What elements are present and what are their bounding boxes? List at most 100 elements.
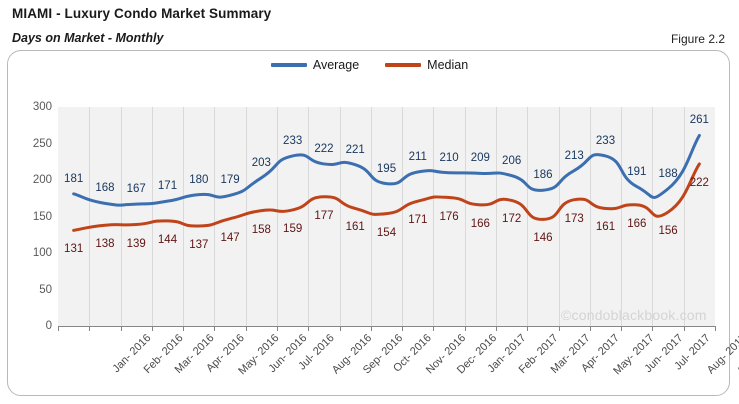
data-label-average: 209 xyxy=(470,152,490,165)
data-label-median: 146 xyxy=(533,232,553,245)
chart-legend: Average Median xyxy=(0,58,739,72)
data-label-median: 158 xyxy=(251,223,271,236)
x-tick xyxy=(214,326,216,331)
data-label-median: 171 xyxy=(408,214,428,227)
data-label-average: 213 xyxy=(564,149,584,162)
gridline xyxy=(558,107,560,326)
data-label-median: 161 xyxy=(595,221,616,234)
data-label-median: 138 xyxy=(95,238,115,251)
data-label-median: 154 xyxy=(376,226,397,239)
gridline xyxy=(621,107,623,326)
y-tick-label: 150 xyxy=(32,210,52,223)
y-tick-label: 50 xyxy=(39,283,52,296)
x-tick xyxy=(89,326,91,331)
data-label-median: 147 xyxy=(220,231,240,244)
data-label-average: 191 xyxy=(627,165,647,178)
x-axis-labels: Jan- 2016 Feb- 2016 Mar- 2016 Apr- 2016 May-… xyxy=(0,326,739,404)
data-label-average: 221 xyxy=(345,143,365,156)
data-label-average: 180 xyxy=(189,173,209,186)
gridline xyxy=(308,107,310,326)
data-label-median: 166 xyxy=(470,217,490,230)
data-label-average: 195 xyxy=(376,162,397,175)
gridline xyxy=(433,107,435,326)
gridline xyxy=(589,107,591,326)
x-tick xyxy=(683,326,685,331)
data-label-median: 173 xyxy=(564,212,584,225)
y-tick-label: 300 xyxy=(32,101,52,113)
data-label-median: 159 xyxy=(283,222,303,235)
y-tick-label: 250 xyxy=(32,137,52,150)
data-label-average: 181 xyxy=(64,172,84,185)
x-tick xyxy=(464,326,466,331)
data-label-average: 188 xyxy=(658,167,678,180)
x-tick xyxy=(496,326,497,331)
data-label-average: 203 xyxy=(251,156,271,169)
gridline xyxy=(683,107,685,326)
x-tick xyxy=(621,326,623,331)
data-label-median: 222 xyxy=(689,176,709,189)
data-label-average: 186 xyxy=(533,169,553,182)
gridline xyxy=(245,107,247,326)
data-label-average: 168 xyxy=(95,182,115,195)
data-label-median: 177 xyxy=(314,209,334,222)
series-line-median xyxy=(72,162,701,232)
data-label-median: 144 xyxy=(157,233,178,246)
data-label-average: 167 xyxy=(126,183,146,196)
data-label-median: 131 xyxy=(64,243,84,256)
data-label-average: 211 xyxy=(408,150,427,163)
legend-item-median[interactable]: Median xyxy=(385,58,468,72)
series-line-average xyxy=(72,133,701,207)
gridline xyxy=(214,107,216,326)
gridline xyxy=(496,107,497,326)
gridline xyxy=(339,107,341,326)
x-tick xyxy=(589,326,591,331)
x-tick xyxy=(277,326,278,331)
gridline xyxy=(120,107,122,326)
x-tick xyxy=(370,326,372,331)
x-tick xyxy=(715,326,716,331)
gridline xyxy=(527,107,529,326)
x-tick xyxy=(527,326,529,331)
x-tick xyxy=(120,326,122,331)
x-tick xyxy=(245,326,247,331)
data-label-median: 166 xyxy=(627,217,647,230)
data-label-average: 222 xyxy=(314,142,334,155)
x-tick xyxy=(433,326,435,331)
data-label-average: 206 xyxy=(502,154,522,167)
legend-item-average[interactable]: Average xyxy=(270,58,360,72)
gridline xyxy=(151,107,153,326)
x-tick xyxy=(183,326,185,331)
watermark: ©condoblackbook.com xyxy=(561,307,707,323)
series-lines xyxy=(72,133,701,232)
x-axis-line xyxy=(58,326,716,327)
data-label-average: 179 xyxy=(220,174,240,187)
data-label-median: 156 xyxy=(658,225,678,238)
y-tick-label: 0 xyxy=(45,320,52,332)
figure-number: Figure 2.2 xyxy=(670,32,725,46)
gridline xyxy=(183,107,185,326)
plot-area xyxy=(58,107,715,326)
data-label-average: 171 xyxy=(157,180,178,193)
gridline xyxy=(464,107,466,326)
legend-label: Average xyxy=(312,58,360,72)
x-tick xyxy=(402,326,404,331)
x-tick xyxy=(151,326,153,331)
gridline xyxy=(89,107,91,326)
data-label-median: 176 xyxy=(439,210,459,223)
x-tick xyxy=(558,326,560,331)
gridline xyxy=(402,107,404,326)
page-title: MIAMI - Luxury Condo Market Summary xyxy=(12,6,272,21)
y-tick-label: 100 xyxy=(32,247,52,259)
data-label-average: 210 xyxy=(439,151,459,164)
chart-subtitle: Days on Market - Monthly xyxy=(12,31,164,45)
gridline xyxy=(277,107,278,326)
legend-swatch-icon xyxy=(270,63,307,67)
legend-swatch-icon xyxy=(385,63,422,67)
data-label-median: 137 xyxy=(189,238,209,251)
data-label-median: 161 xyxy=(345,221,365,234)
x-tick xyxy=(58,326,59,331)
data-label-median: 172 xyxy=(502,213,522,226)
gridline xyxy=(652,107,654,326)
legend-label: Median xyxy=(427,58,469,72)
